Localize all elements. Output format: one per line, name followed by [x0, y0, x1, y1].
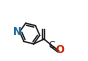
Text: O: O: [56, 45, 65, 55]
Text: C: C: [48, 41, 55, 50]
Text: N: N: [13, 27, 22, 37]
